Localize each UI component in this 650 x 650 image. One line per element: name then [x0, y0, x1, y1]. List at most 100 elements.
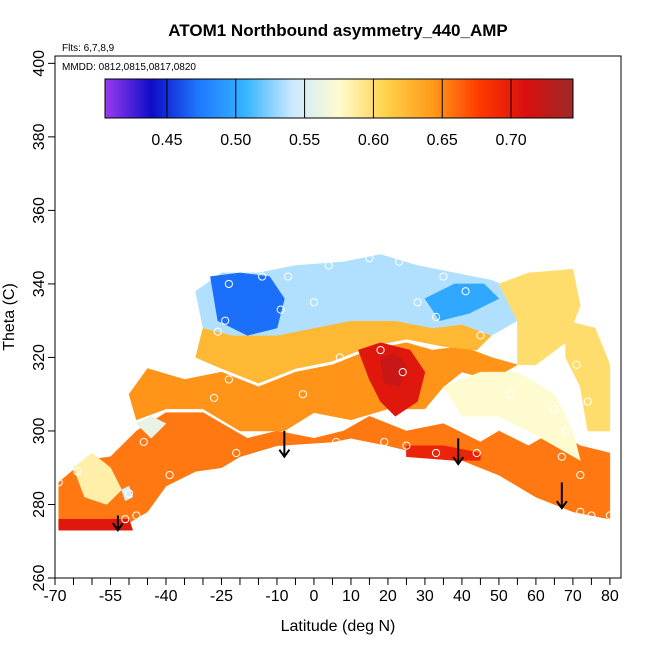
chart-title: ATOM1 Northbound asymmetry_440_AMP — [168, 21, 507, 40]
arrow-marker — [452, 438, 465, 466]
data-point — [472, 448, 481, 458]
x-tick-label: 40 — [453, 588, 471, 605]
data-point — [224, 375, 233, 384]
data-point — [124, 489, 134, 498]
arrow-marker — [112, 515, 124, 532]
data-point — [605, 511, 615, 520]
heatmap-region — [498, 268, 581, 366]
colorbar-tick-label: 0.45 — [151, 132, 182, 149]
data-point — [402, 441, 411, 450]
colorbar-tick-label: 0.65 — [427, 132, 458, 149]
data-point — [224, 279, 233, 289]
flights-note: Flts: 6,7,8,9 — [62, 43, 115, 54]
y-axis: 260 280 300 320 340 360 380 400 — [31, 50, 56, 592]
colorbar-labels: 0.45 0.50 0.55 0.60 0.65 0.70 — [151, 132, 526, 149]
x-tick-label: 20 — [379, 588, 397, 605]
colorbar-tick-label: 0.50 — [220, 132, 251, 149]
x-tick-label: -70 — [43, 588, 66, 605]
y-tick-label: 260 — [31, 565, 48, 592]
data-point — [213, 327, 222, 336]
x-tick-label: -10 — [265, 588, 288, 605]
data-point — [539, 368, 548, 377]
heatmap-region — [58, 518, 133, 531]
data-point — [461, 287, 470, 296]
colorbar-tick-label: 0.55 — [289, 132, 320, 149]
heatmap-region — [406, 445, 481, 461]
data-point — [431, 448, 441, 458]
x-tick-label: 30 — [416, 588, 434, 605]
data-point — [505, 390, 515, 399]
data-point — [439, 272, 448, 281]
data-point — [365, 254, 374, 263]
heatmap-region — [136, 416, 167, 439]
data-point — [476, 331, 485, 340]
x-tick-label: 70 — [564, 588, 582, 605]
data-point — [165, 470, 174, 480]
data-point — [557, 452, 566, 461]
y-tick-label: 380 — [31, 123, 48, 150]
data-point — [221, 316, 230, 325]
x-tick-label: 80 — [601, 588, 619, 605]
data-point — [283, 272, 293, 281]
data-point — [332, 437, 341, 447]
x-tick-label: 0 — [310, 588, 319, 605]
data-point — [232, 448, 241, 458]
data-point — [394, 257, 404, 266]
data-point — [583, 397, 592, 406]
data-point — [561, 426, 570, 436]
y-tick-label: 280 — [31, 491, 48, 518]
colorbar-lines — [166, 79, 512, 118]
data-point — [73, 467, 82, 476]
colorbar: 0.45 0.50 0.55 0.60 0.65 0.70 — [104, 78, 574, 149]
heatmap-region — [443, 371, 581, 461]
heatmap-region — [424, 283, 500, 321]
data-point — [380, 437, 389, 447]
data-point — [572, 360, 581, 369]
y-axis-label: Theta (C) — [1, 283, 18, 351]
data-point — [276, 305, 285, 314]
x-tick-label: 50 — [490, 588, 508, 605]
data-point — [376, 345, 385, 355]
colorbar-tick-label: 0.60 — [358, 132, 389, 149]
data-point — [102, 437, 111, 447]
arrow-marker — [278, 430, 291, 459]
x-tick-label: 60 — [527, 588, 545, 605]
arrow-marker — [555, 482, 568, 510]
data-point — [413, 298, 422, 307]
heatmap-region — [565, 320, 611, 432]
colorbar-fill — [104, 78, 574, 119]
x-tick-label: -40 — [154, 588, 177, 605]
arrow-markers — [112, 430, 568, 532]
observation-points — [55, 254, 615, 524]
data-point — [121, 515, 130, 524]
heatmap-region — [58, 412, 611, 527]
y-tick-label: 320 — [31, 344, 48, 371]
x-tick-label: 10 — [342, 588, 360, 605]
heatmap-field — [58, 254, 611, 531]
y-tick-label: 300 — [31, 418, 48, 445]
data-point — [139, 437, 148, 447]
data-point — [550, 404, 559, 414]
colorbar-tick-label: 0.70 — [495, 132, 526, 149]
y-tick-label: 340 — [31, 270, 48, 297]
data-point — [298, 390, 307, 399]
x-axis-label: Latitude (deg N) — [281, 618, 396, 635]
data-point — [576, 507, 585, 516]
data-point — [398, 368, 407, 377]
y-tick-label: 360 — [31, 197, 48, 224]
data-point — [576, 470, 585, 480]
data-point — [587, 511, 596, 520]
x-tick-label: -55 — [99, 588, 122, 605]
data-point — [431, 312, 441, 322]
data-point — [335, 353, 344, 362]
data-point — [309, 298, 319, 307]
x-tick-label: -25 — [210, 588, 233, 605]
data-point — [132, 511, 141, 520]
y-tick-label: 400 — [31, 50, 48, 77]
dates-note: MMDD: 0812,0815,0817,0820 — [62, 62, 196, 73]
data-point — [209, 393, 219, 402]
x-axis: -70 -55 -40 -25 -10 0 10 20 30 40 50 60 70 80 — [43, 577, 619, 605]
data-point — [258, 272, 267, 281]
data-point — [324, 261, 333, 270]
